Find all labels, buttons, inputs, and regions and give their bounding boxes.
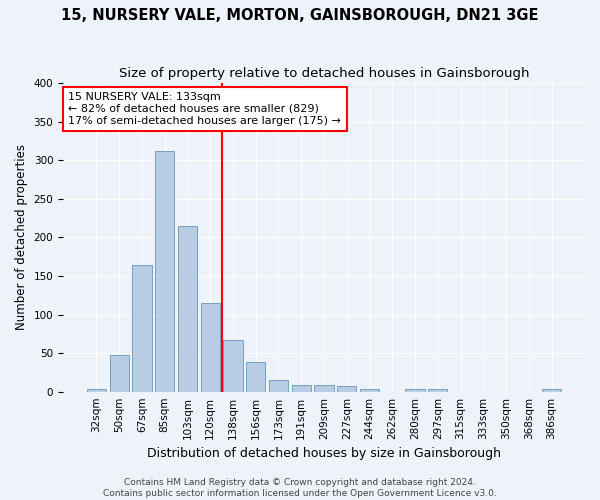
Bar <box>110 356 129 392</box>
Title: Size of property relative to detached houses in Gainsborough: Size of property relative to detached ho… <box>119 68 529 80</box>
Bar <box>269 380 288 392</box>
Text: 15, NURSERY VALE, MORTON, GAINSBOROUGH, DN21 3GE: 15, NURSERY VALE, MORTON, GAINSBOROUGH, … <box>61 8 539 22</box>
Bar <box>155 151 175 392</box>
Bar <box>200 303 220 392</box>
Bar <box>406 390 425 392</box>
Text: 15 NURSERY VALE: 133sqm
← 82% of detached houses are smaller (829)
17% of semi-d: 15 NURSERY VALE: 133sqm ← 82% of detache… <box>68 92 341 126</box>
Bar <box>314 384 334 392</box>
Bar <box>132 265 152 392</box>
Bar <box>428 388 448 392</box>
Bar <box>223 340 242 392</box>
Bar <box>542 390 561 392</box>
Bar <box>178 226 197 392</box>
Bar <box>87 388 106 392</box>
Y-axis label: Number of detached properties: Number of detached properties <box>15 144 28 330</box>
Bar <box>292 384 311 392</box>
Bar <box>246 362 265 392</box>
Bar <box>337 386 356 392</box>
Text: Contains HM Land Registry data © Crown copyright and database right 2024.
Contai: Contains HM Land Registry data © Crown c… <box>103 478 497 498</box>
X-axis label: Distribution of detached houses by size in Gainsborough: Distribution of detached houses by size … <box>147 447 501 460</box>
Bar <box>360 390 379 392</box>
